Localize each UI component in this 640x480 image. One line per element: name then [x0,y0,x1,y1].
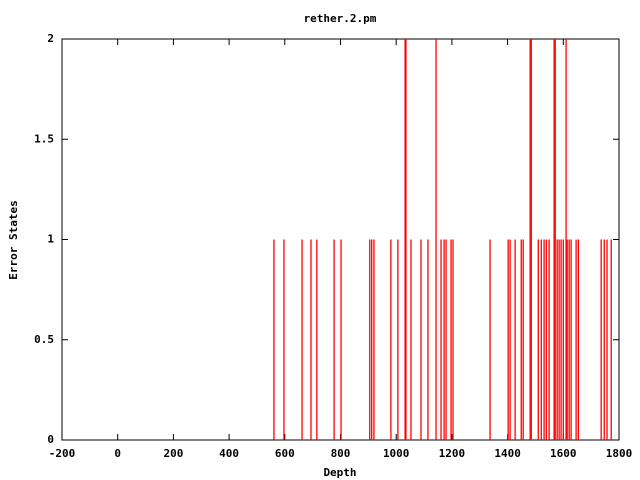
x-tick-label: 1400 [494,447,521,460]
x-tick-label: 200 [163,447,183,460]
y-tick-label: 0.5 [34,333,54,346]
y-tick-label: 2 [47,32,54,45]
x-tick-label: 1600 [550,447,577,460]
y-tick-label: 0 [47,433,54,446]
y-tick-label: 1 [47,233,54,246]
x-axis-label: Depth [323,466,356,479]
x-tick-label: 0 [114,447,121,460]
x-tick-label: 400 [219,447,239,460]
x-tick-label: 1800 [606,447,633,460]
x-tick-label: 1000 [383,447,410,460]
y-tick-label: 1.5 [34,132,54,145]
x-tick-label: 600 [275,447,295,460]
y-axis-label: Error States [7,200,20,279]
chart-title: rether.2.pm [304,12,377,25]
x-tick-label: 1200 [439,447,466,460]
x-tick-label: -200 [49,447,76,460]
x-tick-label: 800 [331,447,351,460]
